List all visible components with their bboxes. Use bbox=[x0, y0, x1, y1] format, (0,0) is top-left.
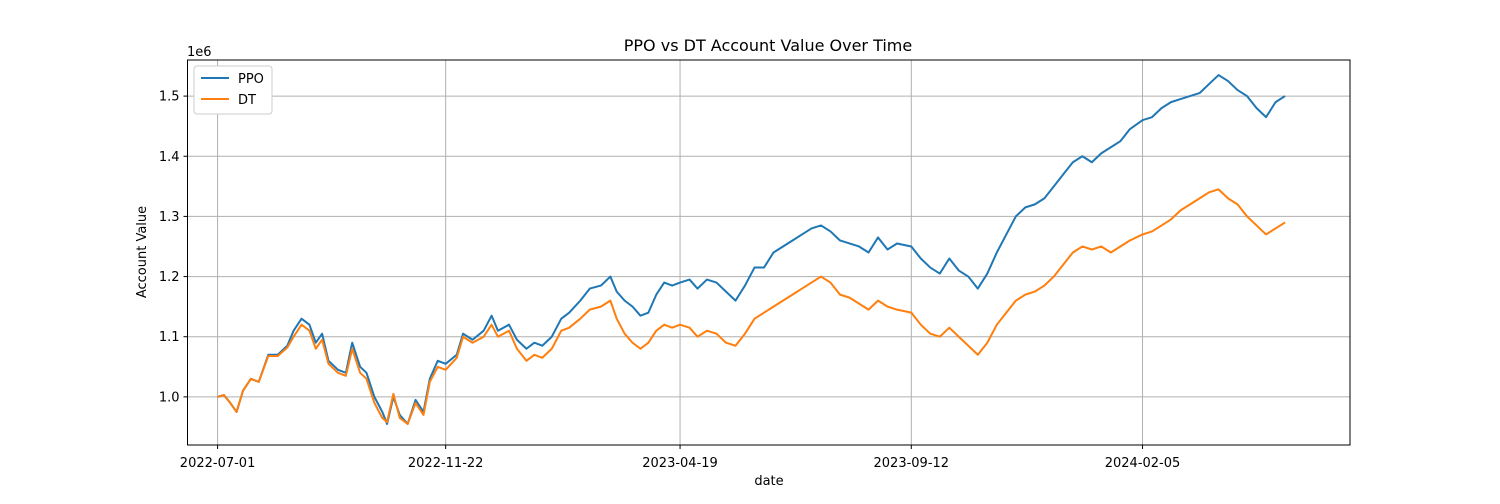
x-tick-label: 2022-07-01 bbox=[180, 456, 256, 471]
x-axis-ticks: 2022-07-01 2022-11-22 2023-04-19 2023-09-12… bbox=[180, 445, 1180, 471]
y-tick-label: 1.2 bbox=[159, 270, 180, 285]
y-offset-label: 1e6 bbox=[187, 45, 212, 60]
y-axis-label: Account Value bbox=[135, 206, 150, 298]
x-axis-label: date bbox=[754, 474, 783, 489]
series-lines bbox=[217, 74, 1286, 425]
y-tick-label: 1.5 bbox=[159, 90, 180, 105]
legend-label-dt: DT bbox=[238, 93, 256, 108]
series-line-ppo bbox=[217, 74, 1286, 425]
y-tick-label: 1.1 bbox=[159, 330, 180, 345]
y-axis-ticks: 1.0 1.1 1.2 1.3 1.4 1.5 bbox=[159, 90, 188, 405]
x-tick-label: 2023-09-12 bbox=[874, 456, 950, 471]
y-tick-label: 1.3 bbox=[159, 210, 180, 225]
legend-label-ppo: PPO bbox=[238, 72, 264, 87]
series-line-dt bbox=[217, 188, 1286, 425]
y-tick-label: 1.4 bbox=[159, 150, 180, 165]
x-tick-label: 2022-11-22 bbox=[408, 456, 484, 471]
x-tick-label: 2023-04-19 bbox=[642, 456, 718, 471]
chart-title: PPO vs DT Account Value Over Time bbox=[624, 36, 912, 55]
plot-area-frame bbox=[187, 59, 1351, 446]
x-tick-label: 2024-02-05 bbox=[1105, 456, 1181, 471]
legend: PPO DT bbox=[193, 65, 273, 115]
y-tick-label: 1.0 bbox=[159, 390, 180, 405]
grid bbox=[187, 60, 1350, 445]
